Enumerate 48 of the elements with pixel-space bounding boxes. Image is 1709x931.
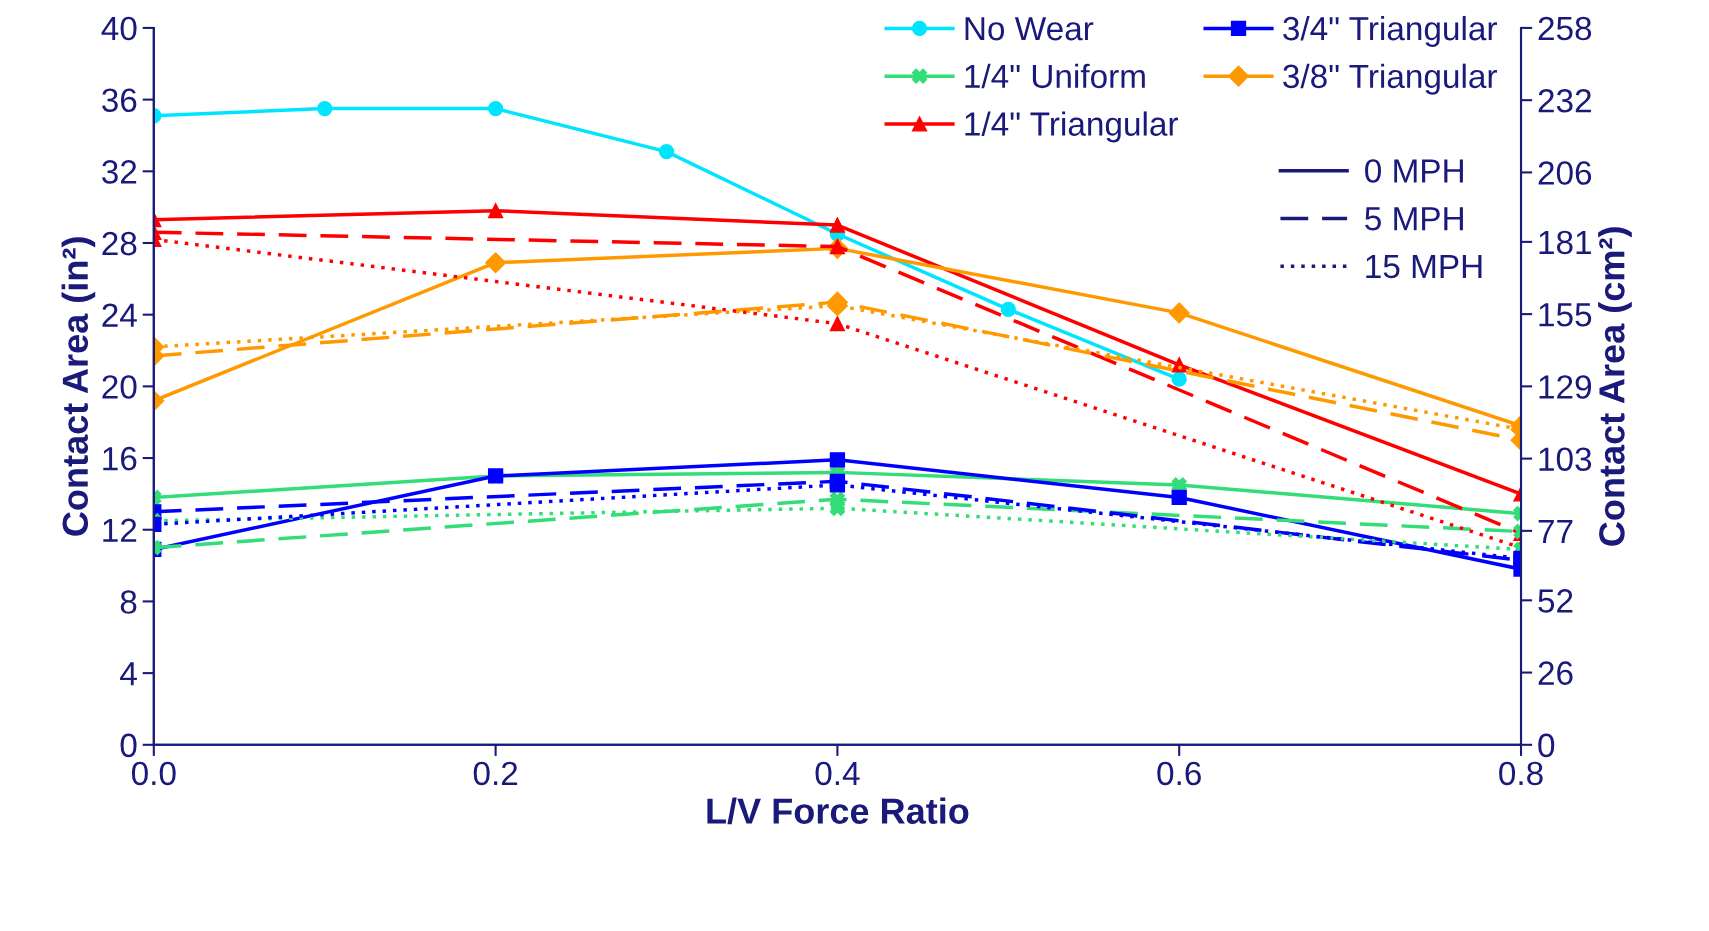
y-axis-title: Contact Area (in²) [61,237,96,536]
y-tick-label: 8 [120,590,137,614]
point [1171,489,1187,506]
y2-tick-label: 155 [1539,303,1592,327]
y2-tick-label: 181 [1539,230,1591,255]
y2-tick-label: 26 [1538,661,1573,685]
y2-tick-label: 52 [1538,589,1573,613]
point [487,203,504,219]
annotation: 0 MPH [1365,159,1463,183]
y2-tick-label: 232 [1538,88,1591,113]
y2-tick-label: 103 [1539,447,1592,472]
y2-tick-label: 206 [1538,161,1592,185]
annotation: 5 MPH [1365,207,1463,231]
y-tick-label: 20 [102,375,137,399]
point [487,100,504,117]
point [829,217,846,233]
point [829,452,846,468]
legend-label: 1/4" Uniform [965,63,1145,89]
legend-label: 3/8" Triangular [1283,63,1497,95]
y-tick-label: 24 [102,303,137,327]
y-tick-label: 40 [101,16,137,41]
y-tick-label: 16 [103,446,137,471]
y-tick-label: 12 [103,518,137,542]
y2-tick-label: 77 [1538,520,1573,543]
x-tick-label: 0.2 [473,761,518,786]
legend-label: 1/4" Triangular [965,111,1178,143]
legend-label: 3/4" Triangular [1283,15,1497,47]
point [658,143,675,160]
y-tick-label: 28 [102,231,137,256]
point [485,252,507,274]
x-tick-label: 0.6 [1157,761,1201,786]
y2-axis-title: Contact Area (cm²) [1598,227,1632,546]
y-tick-label: 36 [102,88,137,113]
point [1168,302,1190,324]
x-tick-label: 0.0 [131,761,176,786]
y2-tick-label: 258 [1538,16,1592,41]
y-tick-label: 32 [102,160,137,184]
annotation: 15 MPH [1366,254,1482,279]
y2-tick-label: 129 [1539,375,1592,399]
y-tick-label: 0 [120,733,137,758]
y2-tick-label: 0 [1538,733,1555,758]
point [1000,301,1016,317]
x-tick-label: 0.8 [1499,761,1543,786]
y-tick-label: 4 [120,662,137,686]
x-axis-title: L/V Force Ratio [707,797,969,825]
point [1171,371,1187,387]
x-tick-label: 0.4 [815,761,860,786]
legend-label: No Wear [965,17,1094,41]
